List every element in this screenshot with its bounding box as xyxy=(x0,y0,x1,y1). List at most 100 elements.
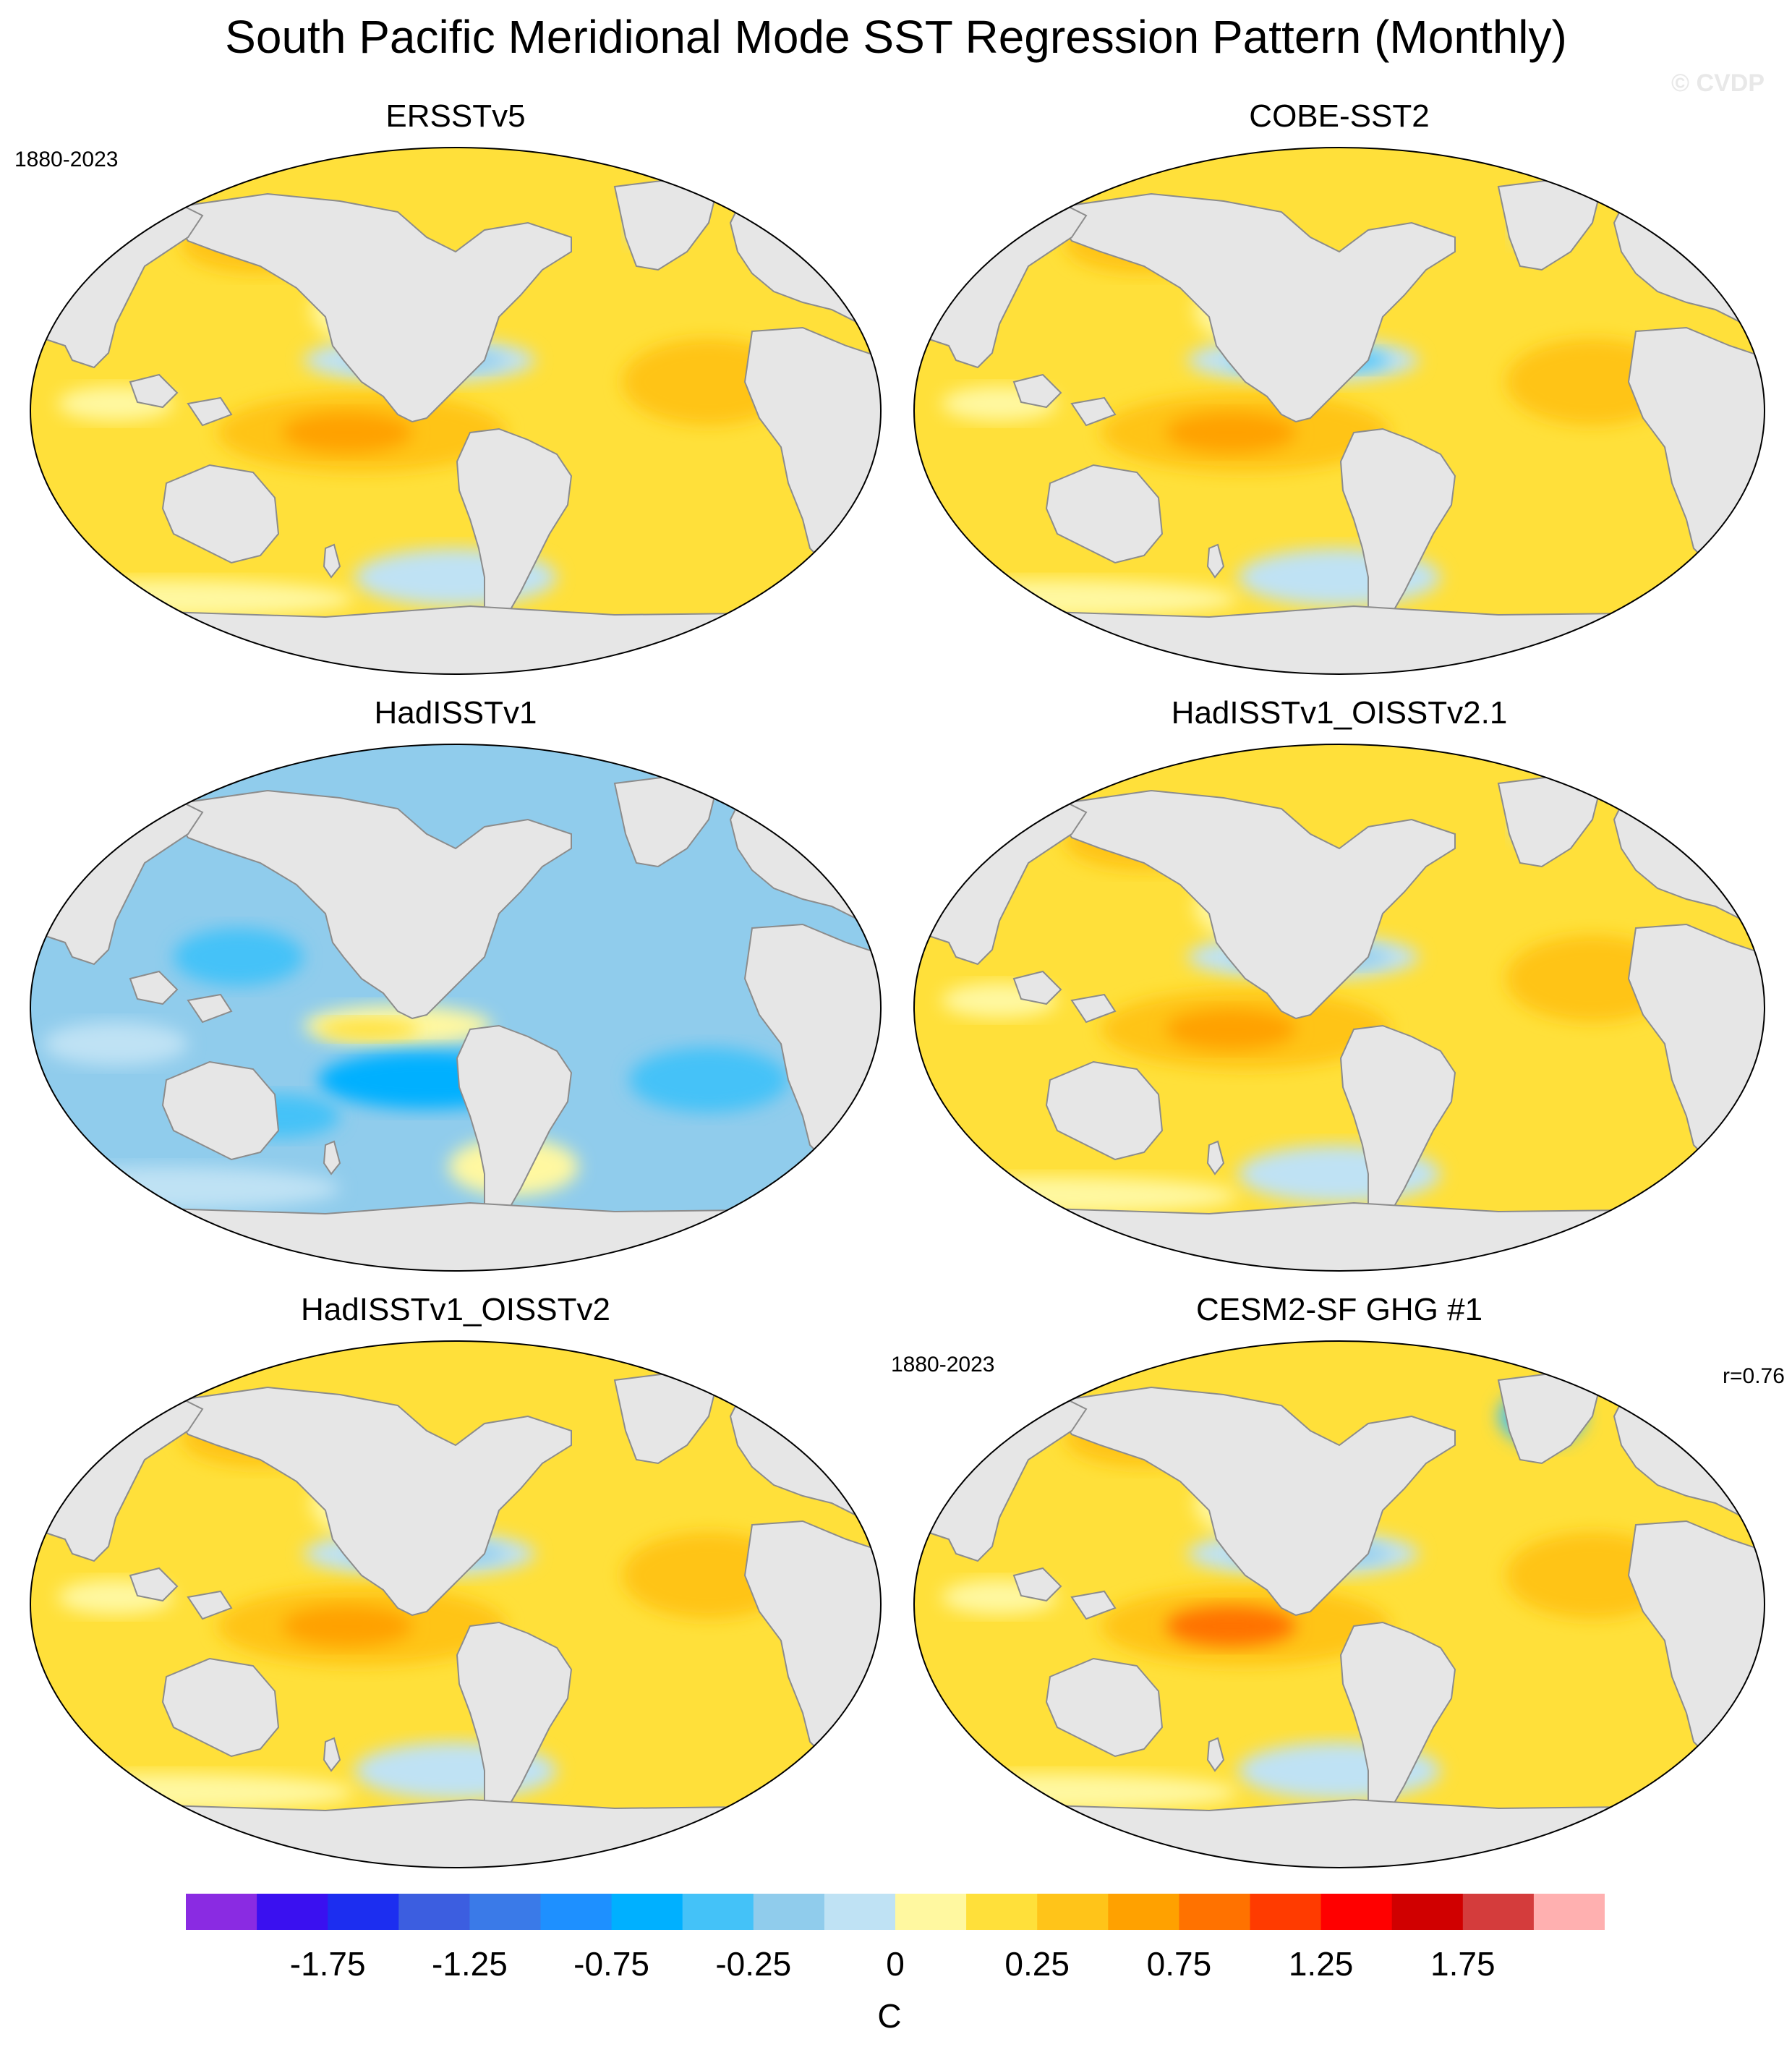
land-mass xyxy=(1045,1657,1164,1758)
land-mass xyxy=(1736,1706,1753,1744)
land-mass xyxy=(1045,464,1164,564)
colorbar-swatch xyxy=(1462,1894,1535,1930)
land-mass xyxy=(30,1201,881,1271)
land-mass xyxy=(1049,789,1456,1020)
colorbar-swatch xyxy=(1179,1894,1250,1930)
land-mass xyxy=(30,1798,881,1868)
panel-title: CESM2-SF GHG #1 xyxy=(1195,1292,1483,1327)
land-mass xyxy=(129,970,179,1005)
colorbar-units: C xyxy=(877,1997,902,2035)
colorbar-swatch xyxy=(398,1894,470,1930)
land-mass xyxy=(914,1798,1765,1868)
colorbar-swatch xyxy=(824,1894,896,1930)
land-mass xyxy=(1736,512,1753,550)
sst-anomaly-region xyxy=(318,1019,419,1039)
world-map xyxy=(913,1340,1765,1868)
land-mass xyxy=(1206,543,1225,579)
land-mass xyxy=(161,464,280,564)
period-label: 1880-2023 xyxy=(891,1353,995,1377)
panel-title: HadISSTv1_OISSTv2.1 xyxy=(1171,695,1508,731)
world-map xyxy=(30,744,882,1272)
land-mass xyxy=(852,1109,869,1147)
sst-anomaly-region xyxy=(1166,412,1296,453)
colorbar-swatch xyxy=(611,1894,683,1930)
land-mass xyxy=(323,1140,341,1175)
sst-anomaly-region xyxy=(629,1047,788,1112)
colorbar-tick-label: 0 xyxy=(886,1945,905,1983)
map-panel-hadisst: HadISSTv1 xyxy=(22,695,889,1277)
colorbar: -1.75 -1.25 -0.75 -0.25 0 0.25 0.75 1.25 1.75 xyxy=(186,1894,1605,1983)
land-mass xyxy=(165,789,572,1020)
colorbar-swatch xyxy=(753,1894,825,1930)
land-mass xyxy=(1070,993,1117,1024)
map-border xyxy=(30,744,882,1272)
colorbar-tick-label: -0.75 xyxy=(573,1945,650,1983)
colorbar-swatch xyxy=(540,1894,613,1930)
land-mass xyxy=(914,1201,1765,1271)
land-mass xyxy=(323,1737,341,1772)
sst-anomaly-region xyxy=(1166,1009,1296,1050)
map-panel-cobe: COBE-SST2 xyxy=(905,98,1773,680)
map-panel-hadoi21: HadISSTv1_OISSTv2.1 xyxy=(905,695,1773,1277)
land-mass xyxy=(165,192,572,423)
colorbar-swatch xyxy=(469,1894,541,1930)
land-mass xyxy=(852,1706,869,1744)
land-mass xyxy=(1049,192,1456,423)
land-mass xyxy=(129,373,179,409)
land-mass xyxy=(1070,396,1117,427)
panel-title: HadISSTv1 xyxy=(374,695,537,731)
sst-anomaly-region xyxy=(43,1022,188,1065)
map-border xyxy=(30,147,882,675)
colorbar-swatch xyxy=(1250,1894,1322,1930)
map-border xyxy=(913,147,1765,675)
colorbar-swatch xyxy=(257,1894,328,1930)
land-mass xyxy=(323,543,341,579)
world-map xyxy=(30,1340,882,1868)
colorbar-swatch xyxy=(1320,1894,1393,1930)
colorbar-swatch xyxy=(682,1894,754,1930)
land-mass xyxy=(1049,1386,1456,1617)
map-border xyxy=(913,744,1765,1272)
world-map xyxy=(913,147,1765,675)
world-map xyxy=(913,744,1765,1272)
watermark: © CVDP xyxy=(1671,69,1765,97)
period-label: 1880-2023 xyxy=(14,148,119,171)
colorbar-svg xyxy=(186,1894,1605,1930)
colorbar-tick-label: 1.75 xyxy=(1430,1945,1496,1983)
colorbar-swatch xyxy=(966,1894,1038,1930)
land-mass xyxy=(165,1386,572,1617)
panel-title: HadISSTv1_OISSTv2 xyxy=(301,1292,610,1327)
panel-title: ERSSTv5 xyxy=(385,98,526,134)
colorbar-swatch xyxy=(895,1894,967,1930)
land-mass xyxy=(1206,1140,1225,1175)
land-mass xyxy=(914,605,1765,674)
land-mass xyxy=(129,1567,179,1602)
land-mass xyxy=(1012,970,1062,1005)
colorbar-tick-label: -1.25 xyxy=(431,1945,508,1983)
colorbar-tick-label: -0.25 xyxy=(715,1945,792,1983)
sst-anomaly-region xyxy=(282,412,412,453)
colorbar-tick-label: 1.25 xyxy=(1288,1945,1354,1983)
land-mass xyxy=(1012,1567,1062,1602)
land-mass xyxy=(1012,373,1062,409)
land-mass xyxy=(187,993,233,1024)
colorbar-swatch xyxy=(1391,1894,1464,1930)
land-mass xyxy=(1206,1737,1225,1772)
map-border xyxy=(30,1340,882,1868)
correlation-label: r=0.76 xyxy=(1723,1364,1785,1388)
world-map xyxy=(30,147,882,675)
colorbar-swatch xyxy=(1108,1894,1179,1930)
colorbar-swatch xyxy=(186,1894,257,1930)
figure-title: South Pacific Meridional Mode SST Regres… xyxy=(225,11,1567,63)
colorbar-swatch xyxy=(328,1894,399,1930)
land-mass xyxy=(187,1590,233,1620)
map-panel-ersst: ERSSTv5 1880-2023 xyxy=(14,98,889,680)
sst-anomaly-region xyxy=(174,928,304,986)
map-panel-hadoi2: HadISSTv1_OISSTv2 xyxy=(22,1292,889,1873)
colorbar-tick-label: -1.75 xyxy=(289,1945,366,1983)
map-panel-cesm: CESM2-SF GHG #1 1880-2023 r=0.76 xyxy=(891,1292,1785,1873)
land-mass xyxy=(187,396,233,427)
land-mass xyxy=(1045,1060,1164,1161)
land-mass xyxy=(161,1060,280,1161)
panel-title: COBE-SST2 xyxy=(1249,98,1430,134)
